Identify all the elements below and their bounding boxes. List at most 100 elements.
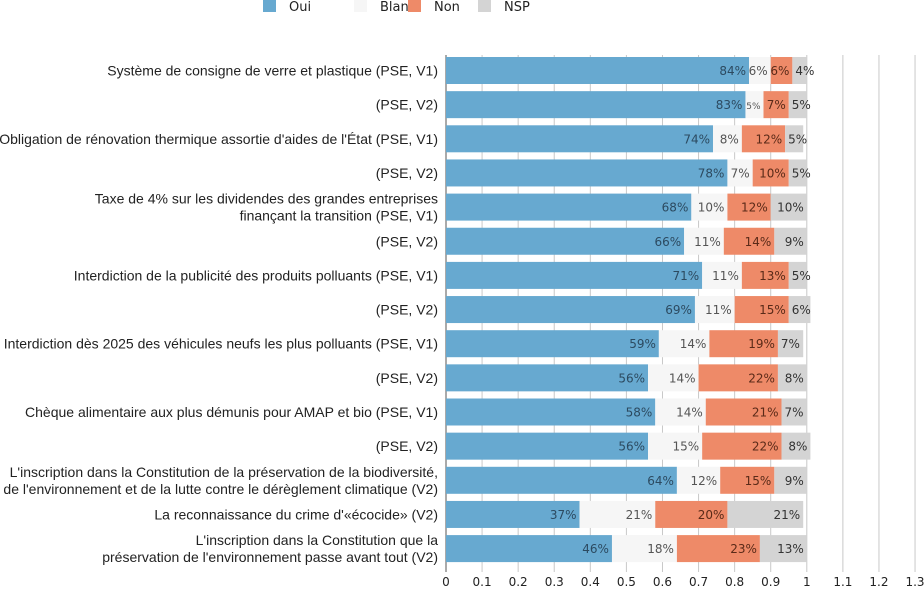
bar-segment-non xyxy=(734,296,789,324)
category-label: Interdiction dès 2025 des véhicules neuf… xyxy=(4,336,438,352)
category-label: (PSE, V2) xyxy=(376,302,438,318)
bar-segment-nsp xyxy=(774,227,807,255)
legend-label: Blanc xyxy=(380,0,416,15)
data-label: 8% xyxy=(788,440,807,454)
x-tick-label: 0.4 xyxy=(581,575,600,589)
bar-segment-nsp xyxy=(788,159,807,187)
category-label: (PSE, V2) xyxy=(376,97,438,113)
x-tick-label: 1.2 xyxy=(869,575,888,589)
data-label: 5% xyxy=(746,102,761,112)
x-tick-label: 0.8 xyxy=(725,575,744,589)
bar-row: 46% 18% 23% 13% xyxy=(446,535,807,563)
bar-segment-oui xyxy=(446,193,692,221)
data-label: 7% xyxy=(781,337,800,351)
category-label: La reconnaissance du crime d'«écocide» (… xyxy=(154,506,438,522)
bar-segment-non xyxy=(741,261,789,289)
bar-segment-non xyxy=(720,466,775,494)
bar-row: 68% 10% 12% 10% xyxy=(446,193,807,221)
bar-row: 56% 14% 22% 8% xyxy=(446,364,807,392)
bar-segment-oui xyxy=(446,432,649,460)
bar-segment-oui xyxy=(446,466,677,494)
bar-segment-nsp xyxy=(759,535,807,563)
bar-row: 84% 6% 6% 4% xyxy=(446,57,814,84)
legend-swatch xyxy=(263,0,276,12)
x-tick-label: 0.7 xyxy=(689,575,708,589)
category-label: L'inscription dans la Constitution que l… xyxy=(196,532,439,548)
data-label: 12% xyxy=(741,201,768,215)
data-label: 19% xyxy=(748,337,775,351)
data-label: 13% xyxy=(777,542,804,556)
data-label: 15% xyxy=(672,440,699,454)
data-label: 59% xyxy=(629,337,656,351)
data-label: 58% xyxy=(626,406,653,420)
data-label: 12% xyxy=(755,132,782,146)
data-label: 18% xyxy=(647,542,674,556)
bar-segment-oui xyxy=(446,364,649,392)
x-axis: 0 0.1 0.2 0.3 0.4 0.5 0.6 0.7 0.8 0.9 1 1.1 1.2 1.3 xyxy=(442,575,924,589)
legend-label: Oui xyxy=(289,0,311,15)
bar-segment-oui xyxy=(446,500,580,528)
data-label: 14% xyxy=(745,235,772,249)
category-label: (PSE, V2) xyxy=(376,438,438,454)
data-label: 6% xyxy=(792,303,811,317)
bar-segment-oui xyxy=(446,57,750,84)
data-label: 21% xyxy=(752,406,779,420)
data-label: 5% xyxy=(788,132,807,146)
data-label: 6% xyxy=(749,64,768,78)
x-tick-label: 0.2 xyxy=(509,575,528,589)
bar-segment-oui xyxy=(446,330,659,358)
data-label: 84% xyxy=(719,64,746,78)
data-label: 9% xyxy=(785,235,804,249)
bar-segment-nsp xyxy=(777,364,807,392)
data-label: 11% xyxy=(694,235,721,249)
data-label: 10% xyxy=(698,201,725,215)
category-labels: Système de consigne de verre et plastiqu… xyxy=(0,63,438,566)
bar-segment-oui xyxy=(446,398,656,426)
bar-segment-blanc xyxy=(648,432,703,460)
bar-segment-non xyxy=(727,193,771,221)
bar-segment-nsp xyxy=(777,330,804,358)
bar-row: 78% 7% 10% 5% xyxy=(446,159,811,187)
bar-row: 83% 5% 7% 5% xyxy=(446,91,811,119)
data-label: 83% xyxy=(716,98,743,112)
legend-swatch xyxy=(478,0,491,12)
bar-segment-blanc xyxy=(655,398,706,426)
data-label: 9% xyxy=(785,474,804,488)
bar-segment-blanc xyxy=(727,159,753,187)
data-label: 15% xyxy=(759,303,786,317)
bar-segment-non xyxy=(705,398,782,426)
bar-row: 74% 8% 12% 5% xyxy=(446,125,807,153)
bar-segment-oui xyxy=(446,227,685,255)
data-label: 78% xyxy=(698,166,725,180)
bar-row: 64% 12% 15% 9% xyxy=(446,466,807,494)
data-label: 22% xyxy=(748,371,775,385)
data-label: 14% xyxy=(680,337,707,351)
bar-segment-oui xyxy=(446,91,746,119)
bar-segment-oui xyxy=(446,261,703,289)
bar-segment-nsp xyxy=(785,125,804,153)
bar-segment-oui xyxy=(446,125,713,153)
category-label: Taxe de 4% sur les dividendes des grande… xyxy=(95,191,438,207)
bar-segment-nsp xyxy=(788,91,807,119)
bar-segment-nsp xyxy=(781,432,811,460)
bar-segment-non xyxy=(752,159,789,187)
legend-item-oui: Oui xyxy=(263,0,311,15)
data-label: 56% xyxy=(618,440,645,454)
bar-segment-non xyxy=(741,125,786,153)
data-label: 22% xyxy=(752,440,779,454)
x-tick-label: 0.6 xyxy=(653,575,672,589)
data-label: 4% xyxy=(795,64,814,78)
data-label: 69% xyxy=(665,303,692,317)
data-label: 66% xyxy=(654,235,681,249)
bar-segment-non xyxy=(702,432,782,460)
bar-segment-non xyxy=(698,364,778,392)
bar-segment-blanc xyxy=(611,535,677,563)
bar-segment-oui xyxy=(446,535,612,563)
category-label: L'inscription dans la Constitution de la… xyxy=(10,464,438,480)
category-label: Obligation de rénovation thermique assor… xyxy=(0,131,438,147)
bar-segment-nsp xyxy=(770,193,807,221)
x-tick-label: 1.1 xyxy=(833,575,852,589)
category-label: (PSE, V2) xyxy=(376,233,438,249)
bar-segment-blanc xyxy=(648,364,699,392)
